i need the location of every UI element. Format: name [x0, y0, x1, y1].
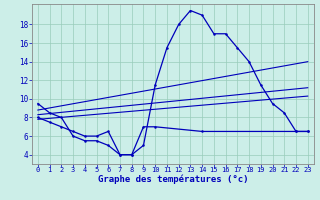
X-axis label: Graphe des températures (°c): Graphe des températures (°c): [98, 175, 248, 184]
